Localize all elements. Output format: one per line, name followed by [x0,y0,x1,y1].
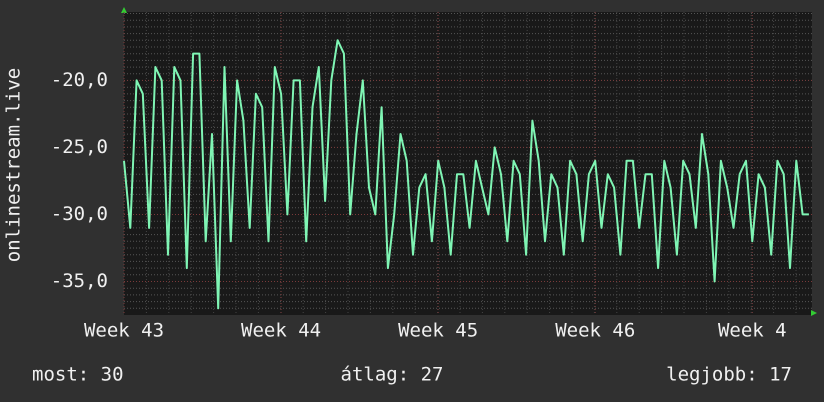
y-tick-label: -25,0 [51,136,108,158]
y-axis-label: onlinestream.live [3,68,25,262]
x-tick-label: Week 46 [555,320,635,342]
y-tick-label: -30,0 [51,203,108,225]
y-tick-label: -35,0 [51,270,108,292]
y-axis-arrow [121,7,127,13]
plot-area [124,12,812,315]
data-line [123,39,809,310]
y-tick-label: -20,0 [51,69,108,91]
x-axis-arrow [811,310,817,316]
footer-average: átlag: 27 [341,364,444,386]
x-tick-label: Week 44 [241,320,321,342]
x-tick-label: Week 4 [718,320,787,342]
minor-grid [124,12,812,315]
footer-current: most: 30 [32,364,124,386]
x-tick-label: Week 45 [398,320,478,342]
footer-best: legjobb: 17 [666,364,792,386]
x-tick-label: Week 43 [84,320,164,342]
